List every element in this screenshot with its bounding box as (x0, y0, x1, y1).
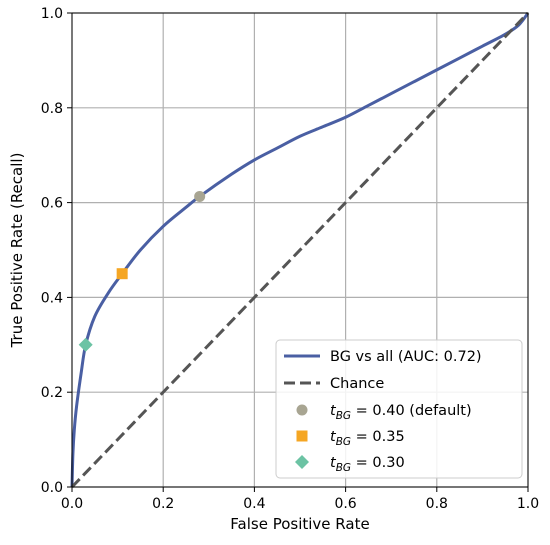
y-tick-label: 0.0 (41, 480, 63, 496)
y-tick-label: 1.0 (41, 6, 63, 22)
legend-label: Chance (330, 376, 384, 392)
threshold-point-diamond (78, 337, 93, 352)
x-tick-label: 0.2 (152, 496, 174, 512)
series-layer (70, 11, 530, 489)
legend-label: BG vs all (AUC: 0.72) (330, 349, 482, 365)
legend-label: tBG = 0.35 (330, 429, 405, 448)
roc-curve (70, 12, 530, 488)
x-tick-label: 0.4 (243, 496, 265, 512)
legend-label: tBG = 0.30 (330, 455, 405, 474)
x-tick-label: 0.8 (426, 496, 448, 512)
threshold-points (78, 190, 206, 352)
x-tick-label: 0.6 (334, 496, 356, 512)
y-tick-label: 0.2 (41, 385, 63, 401)
y-axis-label: True Positive Rate (Recall) (8, 153, 26, 349)
x-axis-label: False Positive Rate (230, 515, 369, 533)
legend-marker (296, 430, 308, 442)
threshold-point-square (116, 268, 128, 280)
axis-ticks: 0.0 0.2 0.4 0.6 0.8 1.0 0.0 0.2 0.4 0.6 0.8 1.0 (41, 6, 539, 512)
chance-line (70, 11, 530, 489)
legend: BG vs all (AUC: 0.72) Chance tBG = 0.40 (d… (275, 339, 523, 479)
legend-marker (295, 455, 309, 469)
x-tick-label: 0.0 (61, 496, 83, 512)
threshold-point-circle (194, 190, 206, 202)
y-tick-label: 0.4 (41, 290, 63, 306)
legend-label: tBG = 0.40 (default) (330, 403, 472, 422)
legend-box (275, 339, 523, 479)
y-tick-label: 0.8 (41, 101, 63, 117)
x-tick-label: 1.0 (517, 496, 539, 512)
legend-marker (296, 404, 308, 416)
plot-frame (71, 12, 529, 488)
y-tick-label: 0.6 (41, 196, 63, 212)
